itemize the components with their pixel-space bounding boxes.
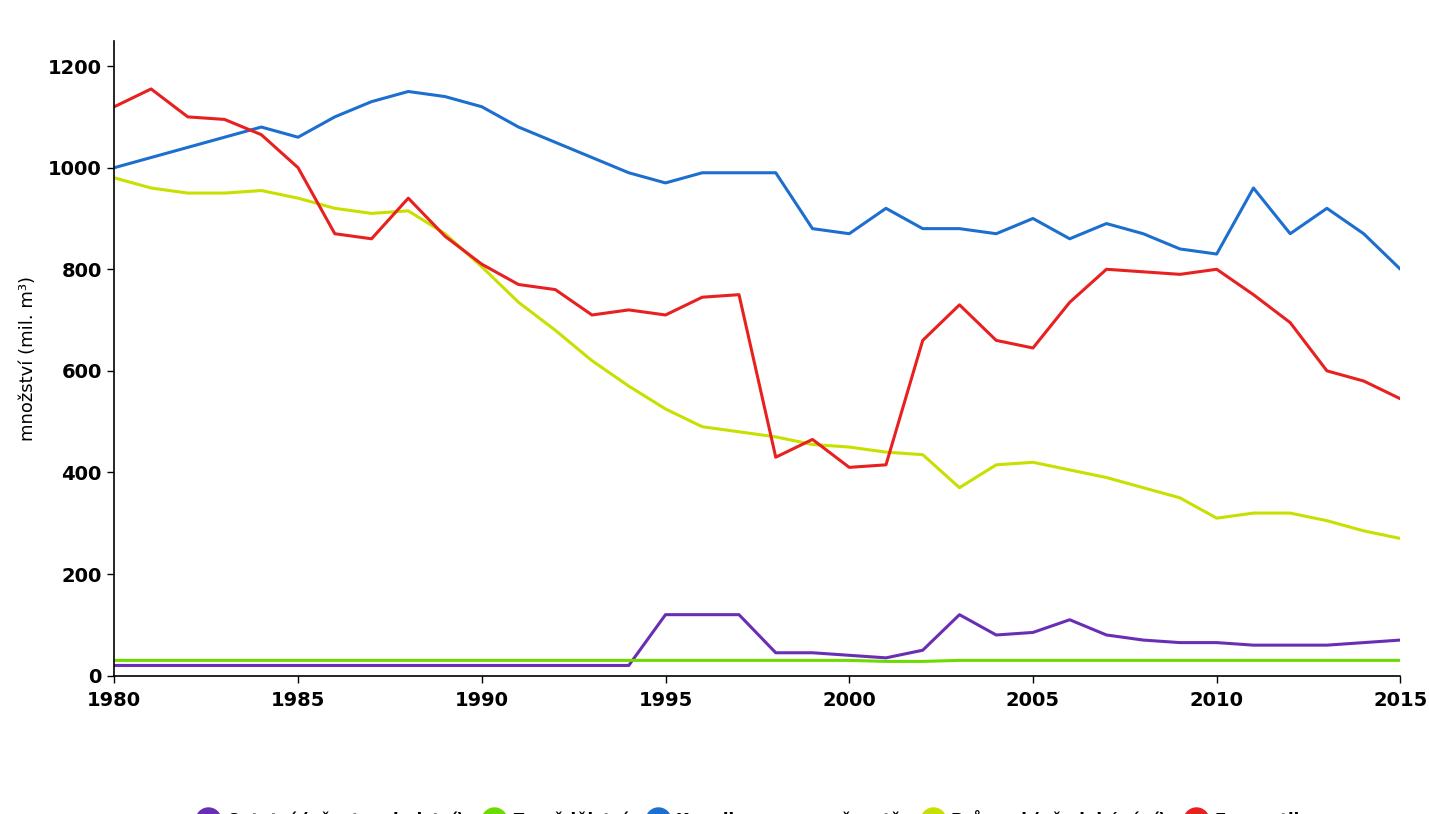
Y-axis label: množství (mil. m³): množství (mil. m³) bbox=[19, 276, 37, 440]
Legend: Ostatní (vč. stavebnictví), Zemědělství, Kanalizace pro veř. potř., Průmysl (vč.: Ostatní (vč. stavebnictví), Zemědělství,… bbox=[190, 802, 1325, 814]
